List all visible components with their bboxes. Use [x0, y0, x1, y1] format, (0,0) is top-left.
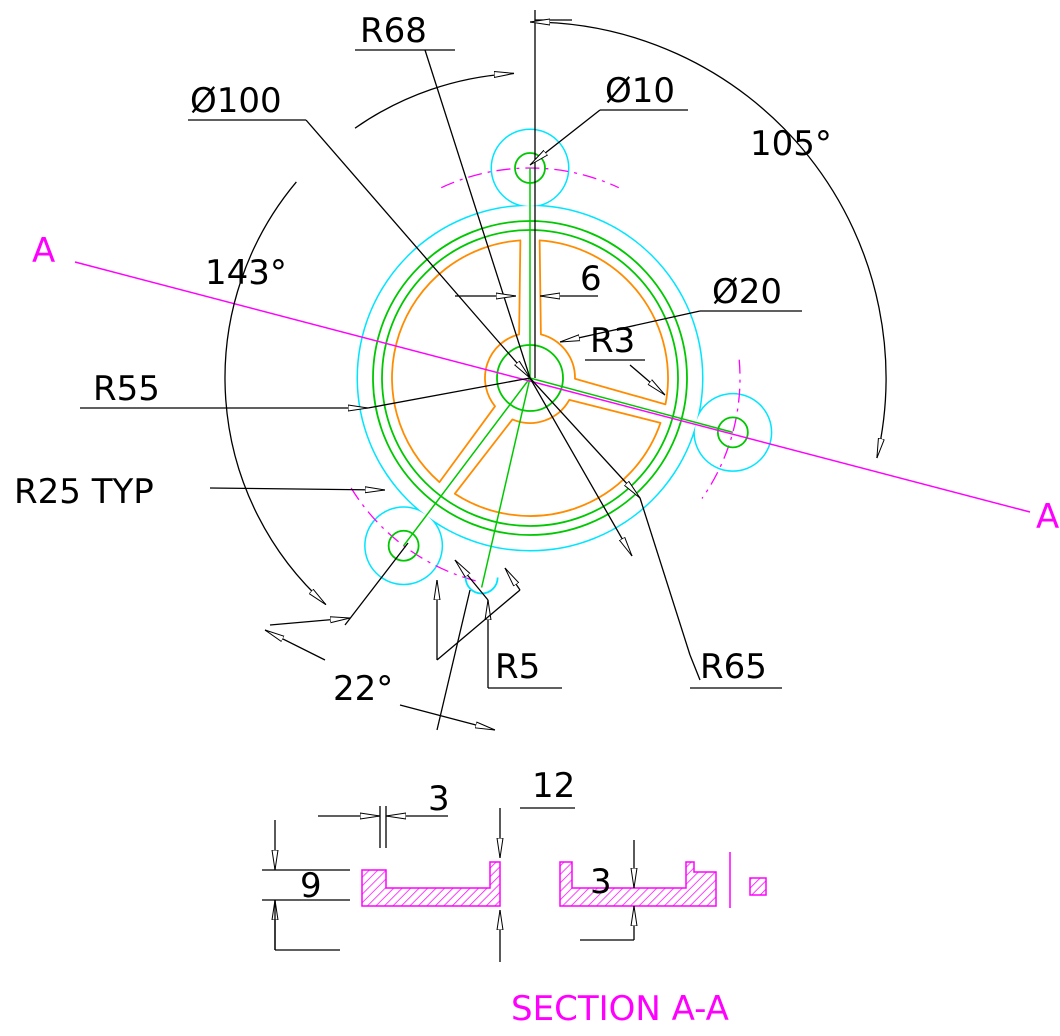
label: Ø100 [190, 81, 282, 121]
label: 105° [750, 124, 832, 164]
dim-line [265, 630, 325, 660]
page: Flange drawing {"main_view": {"dimension… [0, 0, 1060, 1036]
dim-line [505, 568, 520, 590]
label: 143° [205, 253, 287, 293]
label: 12 [532, 766, 575, 806]
dim-line [210, 488, 385, 490]
label: 6 [580, 259, 602, 299]
section-mark: A [32, 231, 55, 271]
section-part [560, 862, 716, 906]
dim-line [690, 655, 700, 680]
label: Ø10 [605, 71, 675, 111]
section-mark: A [1036, 497, 1059, 537]
section-part [750, 878, 766, 895]
label: 3 [590, 862, 612, 902]
dim-line [400, 705, 495, 730]
section-title: SECTION A-A [511, 989, 729, 1029]
label: R5 [495, 647, 540, 687]
label: R65 [700, 647, 767, 687]
label: R25 TYP [14, 472, 154, 512]
dim-arc [225, 182, 326, 605]
section-part [362, 862, 500, 906]
label: 3 [428, 779, 450, 819]
label: R68 [360, 11, 427, 51]
label: Ø20 [712, 272, 782, 312]
body: R68 Ø100 Ø10 105° 143° 6 Ø20 R3 R55 R25 … [0, 0, 1060, 1036]
dim-line [270, 618, 350, 625]
label: 22° [333, 669, 393, 709]
section-view [362, 852, 766, 908]
label: R55 [93, 369, 160, 409]
dim-line [437, 590, 470, 730]
drawing: R68 Ø100 Ø10 105° 143° 6 Ø20 R3 R55 R25 … [0, 0, 1060, 1036]
dim-line [640, 498, 690, 655]
